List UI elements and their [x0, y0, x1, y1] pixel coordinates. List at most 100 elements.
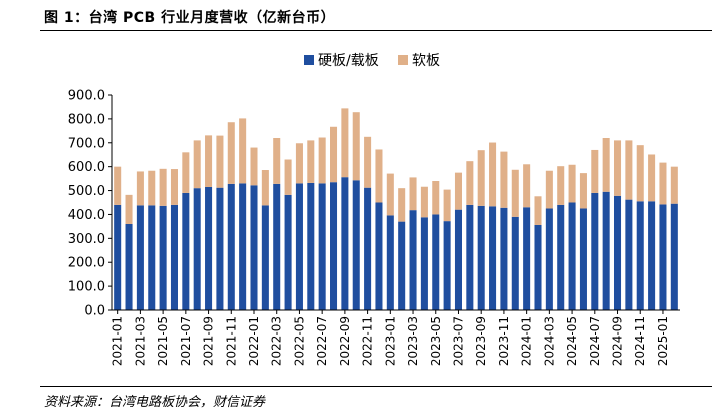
- bar-hard-2023-03: [409, 210, 417, 310]
- bar-soft-2021-07: [182, 152, 190, 193]
- x-tick-label: 2022-11: [361, 316, 375, 366]
- bar-soft-2023-03: [409, 177, 417, 211]
- y-axis: 0.0 100.0 200.0 300.0 400.0 500.0 600.0 700.0 80…: [68, 89, 113, 319]
- bar-hard-2021-10: [216, 187, 224, 310]
- bar-soft-2021-11: [227, 122, 235, 184]
- legend-label-1: 软板: [412, 53, 440, 69]
- bar-hard-2025-02: [670, 203, 678, 310]
- bar-hard-2023-10: [489, 206, 497, 310]
- x-tick-label: 2021-03: [133, 316, 147, 366]
- bar-hard-2023-02: [398, 221, 406, 310]
- bar-hard-2024-01: [523, 207, 531, 310]
- bar-hard-2024-09: [614, 195, 622, 310]
- bar-soft-2024-02: [534, 196, 542, 225]
- bar-hard-2022-01: [250, 185, 258, 310]
- bar-hard-2025-01: [659, 204, 667, 310]
- bar-soft-2022-03: [273, 138, 281, 184]
- bar-hard-2024-11: [636, 201, 644, 310]
- bar-hard-2021-04: [148, 205, 156, 310]
- x-tick-label: 2024-01: [520, 316, 534, 366]
- y-tick-label: 700.0: [68, 136, 105, 151]
- bar-hard-2023-05: [432, 214, 440, 310]
- y-tick-label: 900.0: [68, 89, 105, 104]
- x-tick-label: 2025-01: [656, 316, 670, 366]
- bar-soft-2023-10: [489, 142, 497, 207]
- x-tick-label: 2023-01: [383, 316, 397, 366]
- source-note: 资料来源：台湾电路板协会，财信证券: [44, 395, 266, 410]
- bar-hard-2023-12: [511, 216, 519, 310]
- bar-soft-2021-12: [239, 118, 247, 184]
- bar-hard-2024-12: [648, 201, 656, 310]
- y-tick-label: 800.0: [68, 112, 105, 127]
- bar-hard-2022-04: [284, 194, 292, 310]
- bar-soft-2023-04: [420, 186, 428, 218]
- bar-hard-2021-11: [227, 183, 235, 310]
- bar-hard-2022-08: [330, 182, 338, 310]
- bar-soft-2023-11: [500, 151, 508, 208]
- bar-soft-2024-11: [636, 145, 644, 202]
- bar-hard-2021-08: [193, 188, 201, 310]
- bar-hard-2022-11: [364, 187, 372, 310]
- bar-hard-2022-10: [352, 180, 360, 310]
- bar-hard-2024-03: [545, 208, 553, 310]
- bar-soft-2024-10: [625, 140, 633, 200]
- bar-soft-2024-01: [523, 164, 531, 208]
- bar-soft-2024-04: [557, 166, 565, 205]
- y-tick-label: 200.0: [68, 256, 105, 271]
- x-axis: 2021-01 2021-03 2021-05 2021-07 2021-09 2021-…: [111, 309, 680, 366]
- bar-soft-2021-03: [136, 171, 144, 206]
- x-tick-label: 2021-07: [179, 316, 193, 366]
- bar-hard-2023-01: [386, 215, 394, 310]
- bar-hard-2023-07: [454, 209, 462, 310]
- bar-soft-2022-07: [318, 137, 326, 184]
- bar-soft-2022-05: [295, 143, 303, 184]
- bar-soft-2022-02: [261, 170, 269, 206]
- bar-soft-2024-05: [568, 164, 576, 203]
- bar-soft-2021-02: [125, 194, 133, 224]
- legend-label-0: 硬板/载板: [318, 53, 379, 69]
- x-tick-label: 2024-11: [633, 316, 647, 366]
- bar-soft-2021-10: [216, 135, 224, 188]
- x-tick-label: 2024-05: [565, 316, 579, 366]
- bar-soft-2022-11: [364, 136, 372, 188]
- bar-soft-2023-12: [511, 169, 519, 217]
- bar-hard-2022-09: [341, 177, 349, 310]
- x-tick-label: 2021-01: [111, 316, 125, 366]
- bar-hard-2024-08: [602, 191, 610, 310]
- y-tick-label: 300.0: [68, 232, 105, 247]
- bar-hard-2022-12: [375, 202, 383, 310]
- bar-hard-2023-11: [500, 207, 508, 310]
- bar-soft-2025-02: [670, 166, 678, 204]
- bar-hard-2022-02: [261, 205, 269, 310]
- bar-hard-2024-05: [568, 202, 576, 310]
- x-tick-label: 2022-05: [292, 316, 306, 366]
- x-tick-label: 2022-07: [315, 316, 329, 366]
- top-rule: [40, 30, 712, 31]
- bar-hard-2024-07: [591, 192, 599, 310]
- plot-area: [114, 108, 678, 310]
- legend-swatch-1: [398, 55, 408, 65]
- bar-soft-2024-06: [579, 173, 587, 209]
- bar-soft-2023-01: [386, 173, 394, 216]
- bar-hard-2022-05: [295, 183, 303, 310]
- x-tick-label: 2023-09: [474, 316, 488, 366]
- bar-hard-2021-02: [125, 224, 133, 310]
- bar-hard-2023-06: [443, 221, 451, 310]
- bar-soft-2022-09: [341, 108, 349, 178]
- bar-soft-2023-08: [466, 161, 474, 205]
- bar-soft-2024-12: [648, 154, 656, 202]
- bar-soft-2021-05: [159, 168, 167, 206]
- bar-hard-2022-06: [307, 182, 315, 310]
- bar-soft-2021-04: [148, 170, 156, 206]
- bar-hard-2021-12: [239, 183, 247, 310]
- bar-soft-2023-02: [398, 188, 406, 222]
- x-tick-label: 2021-05: [156, 316, 170, 366]
- x-tick-label: 2024-09: [611, 316, 625, 366]
- bar-hard-2021-01: [114, 204, 122, 310]
- bar-soft-2023-09: [477, 150, 485, 206]
- bar-soft-2021-08: [193, 140, 201, 189]
- x-tick-label: 2022-03: [270, 316, 284, 366]
- bar-soft-2022-12: [375, 149, 383, 203]
- x-tick-label: 2023-03: [406, 316, 420, 366]
- bar-soft-2021-06: [170, 169, 178, 205]
